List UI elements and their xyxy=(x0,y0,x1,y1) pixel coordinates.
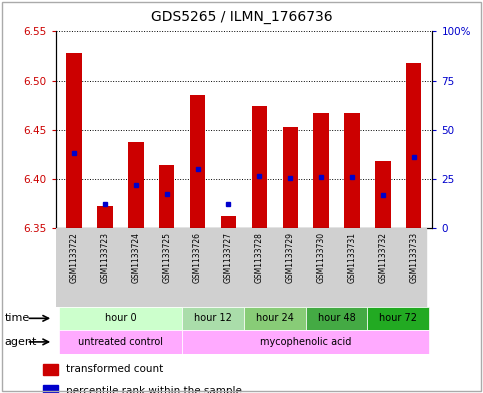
Bar xyxy=(128,142,143,228)
Text: GSM1133728: GSM1133728 xyxy=(255,232,264,283)
Bar xyxy=(182,307,244,330)
Text: GSM1133727: GSM1133727 xyxy=(224,232,233,283)
Bar xyxy=(375,161,391,228)
Bar xyxy=(58,330,182,354)
Text: percentile rank within the sample: percentile rank within the sample xyxy=(66,386,242,393)
Bar xyxy=(159,165,174,228)
Bar xyxy=(97,206,113,228)
Bar xyxy=(252,106,267,228)
Bar xyxy=(58,307,182,330)
Text: hour 24: hour 24 xyxy=(256,313,294,323)
Bar xyxy=(43,385,58,393)
Text: GSM1133731: GSM1133731 xyxy=(347,232,356,283)
Bar xyxy=(283,127,298,228)
Text: mycophenolic acid: mycophenolic acid xyxy=(260,337,351,347)
Text: GSM1133725: GSM1133725 xyxy=(162,232,171,283)
Text: hour 12: hour 12 xyxy=(194,313,232,323)
Bar xyxy=(368,307,429,330)
Text: time: time xyxy=(5,313,30,323)
Bar xyxy=(244,307,306,330)
Text: GSM1133730: GSM1133730 xyxy=(317,232,326,283)
Text: agent: agent xyxy=(5,337,37,347)
Text: hour 48: hour 48 xyxy=(318,313,355,323)
Text: GSM1133724: GSM1133724 xyxy=(131,232,141,283)
Bar xyxy=(221,216,236,228)
Text: hour 0: hour 0 xyxy=(105,313,136,323)
Bar xyxy=(190,95,205,228)
Text: GSM1133726: GSM1133726 xyxy=(193,232,202,283)
Bar xyxy=(313,113,329,228)
Text: GSM1133733: GSM1133733 xyxy=(409,232,418,283)
Text: GSM1133723: GSM1133723 xyxy=(100,232,110,283)
Text: untreated control: untreated control xyxy=(78,337,163,347)
Bar xyxy=(43,364,58,375)
Bar xyxy=(66,53,82,228)
Text: GSM1133729: GSM1133729 xyxy=(286,232,295,283)
Bar xyxy=(182,330,429,354)
Text: GSM1133732: GSM1133732 xyxy=(378,232,387,283)
Bar xyxy=(406,63,422,228)
Text: GSM1133722: GSM1133722 xyxy=(70,232,79,283)
Bar xyxy=(344,113,360,228)
Text: hour 72: hour 72 xyxy=(379,313,417,323)
Text: transformed count: transformed count xyxy=(66,364,164,375)
Text: GDS5265 / ILMN_1766736: GDS5265 / ILMN_1766736 xyxy=(151,10,332,24)
Bar xyxy=(306,307,368,330)
